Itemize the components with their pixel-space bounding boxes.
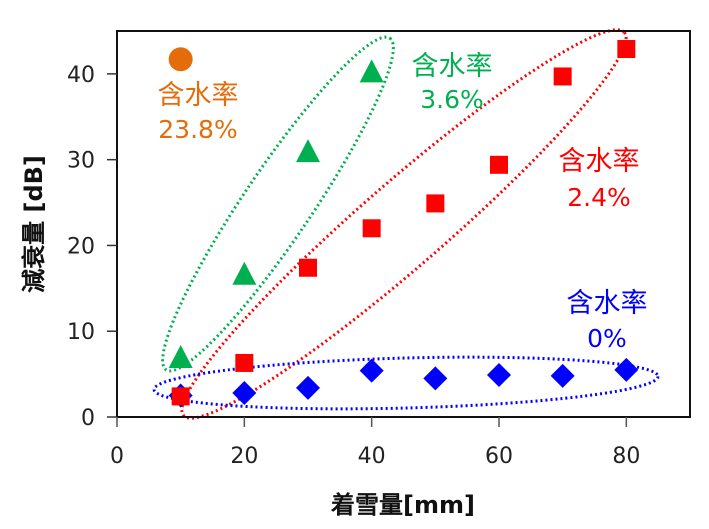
- group-ellipse: [180, 28, 628, 420]
- data-point-triangle: [296, 139, 320, 163]
- plot-area-frame: [116, 30, 691, 418]
- annotation-label: 含水率: [412, 51, 493, 82]
- data-point-triangle: [359, 59, 384, 83]
- y-tick-label: 30: [67, 149, 95, 174]
- data-point-diamond: [296, 375, 320, 400]
- data-point-square: [362, 219, 381, 238]
- series-circle: [168, 47, 193, 72]
- x-tick-label: 40: [358, 444, 386, 469]
- group-ellipse: [152, 355, 660, 411]
- data-point-diamond: [487, 362, 511, 387]
- annotation-label: 含水率: [158, 80, 239, 111]
- x-tick-label: 80: [612, 444, 640, 469]
- series-annotations: 含水率 23.8% 含水率 3.6% 含水率 2.4% 含水率 0%: [158, 51, 648, 353]
- x-axis-ticks: 0 20 40 60 80: [110, 417, 640, 469]
- x-axis-title: 着雪量[mm]: [331, 491, 475, 519]
- y-tick-label: 20: [67, 234, 95, 259]
- group-ellipses: [152, 28, 660, 420]
- x-tick-label: 60: [485, 444, 513, 469]
- data-point-square: [426, 194, 445, 213]
- data-point-triangle: [168, 344, 193, 368]
- data-point-triangle: [232, 261, 257, 285]
- series-triangle: [168, 59, 384, 368]
- y-axis-title: 減衰量 [dB]: [20, 155, 48, 293]
- y-axis-ticks: 0 10 20 30 40: [67, 63, 117, 431]
- x-tick-label: 20: [230, 444, 258, 469]
- y-tick-label: 10: [67, 320, 95, 345]
- data-point-circle: [168, 47, 193, 72]
- data-point-square: [235, 353, 254, 372]
- annotation-value: 3.6%: [420, 85, 484, 114]
- y-tick-label: 40: [67, 63, 95, 88]
- data-point-square: [171, 387, 190, 406]
- data-markers: [168, 40, 639, 408]
- data-point-diamond: [614, 357, 639, 382]
- annotation-value: 2.4%: [567, 183, 631, 212]
- data-point-diamond: [423, 366, 448, 391]
- data-point-diamond: [550, 363, 575, 388]
- annotation-value: 0%: [587, 324, 627, 353]
- series-square: [171, 40, 636, 406]
- data-point-diamond: [359, 358, 384, 383]
- annotation-label: 含水率: [559, 146, 640, 177]
- annotation-label: 含水率: [567, 288, 648, 319]
- data-point-square: [490, 155, 508, 174]
- group-ellipse: [161, 35, 395, 373]
- data-point-square: [553, 67, 572, 86]
- annotation-value: 23.8%: [158, 115, 237, 144]
- data-point-diamond: [232, 380, 257, 405]
- data-point-square: [299, 258, 317, 277]
- y-tick-label: 0: [81, 406, 95, 431]
- x-tick-label: 0: [110, 444, 124, 469]
- data-point-square: [617, 40, 636, 59]
